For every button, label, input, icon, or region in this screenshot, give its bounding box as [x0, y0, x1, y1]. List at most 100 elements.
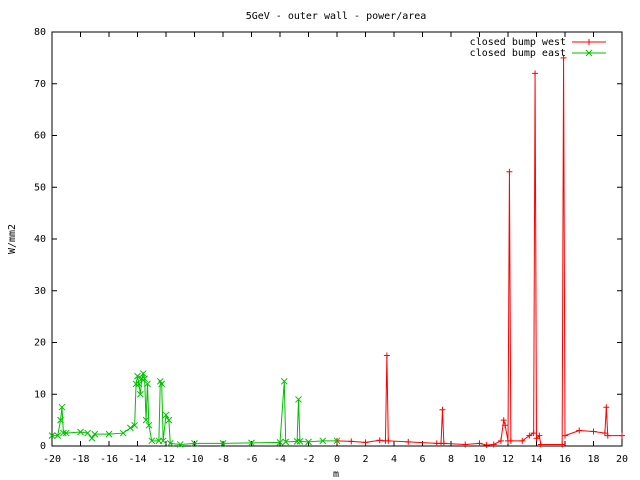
point-marker	[131, 421, 139, 429]
point-marker	[132, 380, 140, 388]
point-marker	[141, 375, 148, 383]
x-tick-label: -4	[274, 454, 286, 465]
point-marker	[135, 380, 143, 388]
point-marker	[530, 430, 537, 437]
point-marker	[500, 417, 507, 424]
point-marker	[166, 440, 174, 447]
x-tick-label: -2	[302, 454, 314, 465]
point-marker	[176, 441, 184, 448]
y-tick-label: 50	[34, 182, 46, 193]
point-marker	[88, 434, 96, 442]
y-tick-label: 40	[34, 234, 46, 245]
point-marker	[585, 49, 593, 57]
point-marker	[490, 441, 497, 448]
x-tick-label: 14	[530, 454, 542, 465]
point-marker	[305, 438, 312, 446]
point-marker	[54, 432, 62, 440]
point-marker	[145, 421, 153, 429]
y-tick-label: 60	[34, 131, 46, 142]
point-marker	[296, 437, 304, 445]
x-tick-label: -8	[217, 454, 229, 465]
point-marker	[219, 440, 227, 447]
x-tick-label: 6	[419, 454, 425, 465]
series-line	[336, 57, 622, 446]
point-marker	[604, 432, 611, 439]
point-marker	[586, 39, 592, 45]
point-marker	[105, 430, 113, 438]
point-marker	[506, 168, 513, 175]
legend-label: closed bump west	[470, 37, 566, 48]
point-marker	[148, 437, 156, 445]
point-marker	[159, 437, 167, 445]
point-marker	[519, 437, 526, 444]
point-marker	[158, 380, 166, 388]
point-marker	[138, 375, 146, 383]
point-marker	[576, 427, 583, 434]
x-tick-label: -20	[43, 454, 61, 465]
x-tick-label: 18	[587, 454, 599, 465]
point-marker	[144, 380, 151, 388]
point-marker	[295, 396, 302, 403]
point-marker	[559, 441, 566, 448]
point-marker	[280, 377, 288, 385]
chart-title: 5GeV - outer wall - power/area	[246, 11, 427, 22]
x-axis-label: m	[333, 469, 339, 480]
y-tick-label: 0	[40, 441, 46, 452]
point-marker	[57, 416, 64, 424]
point-marker	[526, 432, 533, 439]
x-tick-label: 10	[473, 454, 485, 465]
point-marker	[77, 428, 84, 436]
point-marker	[603, 404, 610, 411]
y-tick-label: 70	[34, 79, 46, 90]
point-marker	[562, 432, 568, 439]
x-tick-label: -14	[128, 454, 146, 465]
point-marker	[537, 441, 544, 448]
point-marker	[84, 429, 91, 437]
point-marker	[191, 440, 198, 447]
point-marker	[619, 432, 625, 439]
x-tick-label: -18	[71, 454, 89, 465]
x-tick-label: 16	[559, 454, 571, 465]
point-marker	[333, 437, 341, 445]
point-marker	[376, 437, 383, 444]
point-marker	[601, 430, 608, 437]
point-marker	[293, 437, 301, 445]
point-marker	[48, 432, 56, 440]
x-tick-label: 4	[391, 454, 397, 465]
point-marker	[440, 440, 447, 447]
point-marker	[58, 403, 66, 411]
point-marker	[127, 424, 134, 432]
point-marker	[362, 439, 369, 446]
point-marker	[507, 437, 514, 444]
point-marker	[91, 430, 99, 438]
x-tick-label: 8	[448, 454, 454, 465]
y-tick-label: 20	[34, 338, 46, 349]
point-marker	[533, 435, 540, 442]
x-tick-label: 0	[334, 454, 340, 465]
point-marker	[536, 432, 543, 439]
x-tick-label: 12	[502, 454, 514, 465]
point-marker	[462, 441, 469, 448]
x-tick-label: 20	[616, 454, 628, 465]
x-tick-label: -12	[157, 454, 175, 465]
y-tick-label: 10	[34, 389, 46, 400]
point-marker	[590, 428, 597, 435]
y-tick-label: 30	[34, 286, 46, 297]
point-marker	[385, 437, 392, 444]
point-marker	[60, 429, 67, 437]
point-marker	[134, 372, 141, 380]
x-tick-label: 2	[362, 454, 368, 465]
point-marker	[405, 438, 412, 445]
point-marker	[276, 439, 284, 446]
point-marker	[119, 429, 127, 437]
point-marker	[383, 352, 390, 359]
point-marker	[162, 411, 170, 419]
point-marker	[483, 441, 490, 448]
y-tick-label: 80	[34, 27, 46, 38]
point-marker	[532, 70, 539, 77]
x-tick-label: -10	[185, 454, 203, 465]
point-marker	[319, 437, 327, 445]
point-marker	[139, 370, 147, 377]
point-marker	[136, 390, 144, 398]
